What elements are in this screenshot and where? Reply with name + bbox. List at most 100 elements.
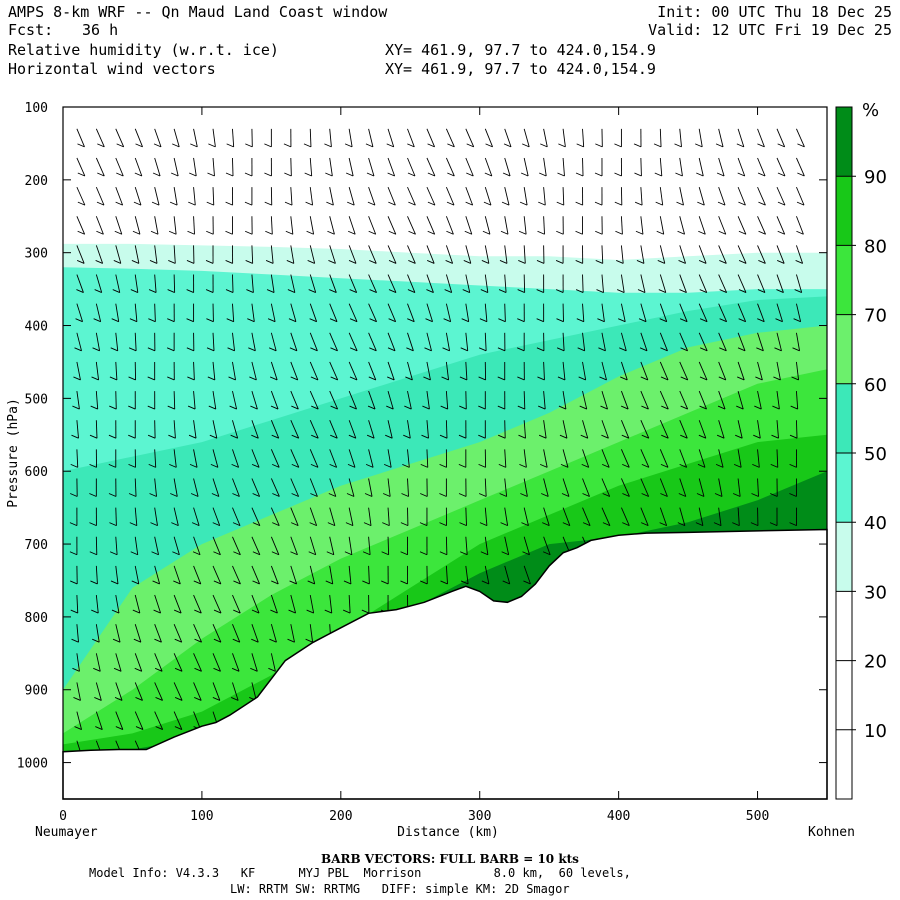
wind-barb-flag <box>622 463 630 468</box>
x-axis-label: Distance (km) <box>397 825 499 840</box>
wind-barb <box>737 420 743 439</box>
wind-barb <box>504 303 506 322</box>
wind-barb <box>290 449 300 468</box>
wind-barb <box>640 390 649 410</box>
wind-barb-flag <box>478 376 486 381</box>
wind-barb <box>562 391 567 410</box>
wind-barb <box>212 420 218 439</box>
wind-barb-flag <box>539 172 547 177</box>
x-tick-label: 100 <box>190 809 213 824</box>
wind-barb <box>698 128 703 147</box>
wind-barb-flag <box>244 201 253 206</box>
wind-barb-flag <box>594 201 603 206</box>
wind-barb-flag <box>420 463 428 468</box>
wind-barb-flag <box>732 522 740 527</box>
wind-barb-flag <box>459 405 467 410</box>
wind-barb-flag <box>92 638 100 643</box>
wind-barb-flag <box>303 143 312 148</box>
wind-barb <box>154 507 158 526</box>
wind-barb-flag <box>581 463 589 468</box>
wind-barb-flag <box>309 522 317 527</box>
wind-barb-flag <box>249 376 257 381</box>
wind-barb-flag <box>92 347 100 352</box>
wind-barb <box>757 361 763 381</box>
wind-barb-flag <box>174 726 183 731</box>
wind-barb-flag <box>478 405 486 410</box>
wind-barb-flag <box>213 667 221 672</box>
wind-barb-flag <box>232 493 240 497</box>
wind-barb <box>543 157 547 177</box>
wind-barb-flag <box>446 201 455 206</box>
plot-frame <box>62 106 828 800</box>
wind-barb-flag <box>109 551 118 556</box>
wind-barb-flag <box>404 405 412 410</box>
colorbar-segment <box>836 453 852 523</box>
wind-barb-flag <box>194 638 202 643</box>
wind-barb <box>718 216 727 235</box>
wind-barb-flag <box>311 434 319 439</box>
wind-barb-flag <box>422 405 430 410</box>
wind-barb <box>290 332 298 351</box>
wind-barb <box>387 157 396 177</box>
wind-barb-flag <box>111 609 120 614</box>
wind-barb <box>465 186 474 206</box>
wind-barb <box>76 274 84 293</box>
wind-barb-flag <box>186 259 195 264</box>
wind-barb <box>796 274 803 293</box>
wind-barb-flag <box>347 463 356 468</box>
wind-barb <box>543 391 546 410</box>
wind-barb-flag <box>148 318 156 323</box>
wind-barb-flag <box>578 376 586 381</box>
wind-barb-flag <box>166 347 175 352</box>
wind-barb <box>193 623 202 643</box>
wind-barb-flag <box>576 318 584 323</box>
wind-barb <box>154 128 162 148</box>
wind-barb-flag <box>420 580 428 585</box>
wind-barb-flag <box>326 551 334 556</box>
wind-barb <box>95 711 103 730</box>
wind-barb-flag <box>719 347 727 352</box>
wind-barb <box>212 507 221 526</box>
wind-barb <box>329 390 339 410</box>
wind-barb-flag <box>541 493 549 497</box>
wind-barb-flag <box>776 289 784 293</box>
wind-barb <box>445 157 455 177</box>
wind-barb-flag <box>757 172 766 177</box>
wind-barb <box>212 623 222 643</box>
wind-barb <box>601 332 606 351</box>
wind-barb <box>329 274 337 293</box>
wind-barb-flag <box>600 405 608 410</box>
wind-barb <box>329 478 337 497</box>
wind-barb-flag <box>522 551 530 556</box>
wind-barb <box>309 449 319 468</box>
wind-barb <box>484 536 489 555</box>
wind-barb-flag <box>754 405 762 410</box>
wind-barb <box>679 245 686 264</box>
wind-barb <box>212 565 222 585</box>
wind-barb-flag <box>329 289 337 293</box>
x-tick-label: 0 <box>59 809 67 824</box>
wind-barb-flag <box>76 289 84 293</box>
wind-barb <box>348 361 358 381</box>
colorbar-label: 60 <box>864 375 887 396</box>
wind-barb-flag <box>732 493 741 497</box>
wind-barb-flag <box>595 143 603 148</box>
wind-barb <box>582 478 590 497</box>
wind-barb-flag <box>152 172 161 177</box>
wind-barb <box>620 303 626 322</box>
wind-barb-flag <box>498 318 506 323</box>
wind-barb <box>290 245 295 264</box>
wind-barb <box>76 653 80 672</box>
wind-barb <box>484 216 491 235</box>
wind-barb-flag <box>194 667 202 672</box>
colorbar-label: 50 <box>864 444 887 465</box>
wind-barb-flag <box>678 259 686 264</box>
wind-barb <box>270 361 278 381</box>
wind-barb <box>543 128 548 147</box>
wind-barb-flag <box>190 143 198 148</box>
wind-barb-flag <box>406 347 414 352</box>
wind-barb <box>173 624 183 643</box>
wind-barb-flag <box>777 201 786 206</box>
wind-barb-flag <box>244 230 253 235</box>
wind-barb <box>212 128 216 147</box>
